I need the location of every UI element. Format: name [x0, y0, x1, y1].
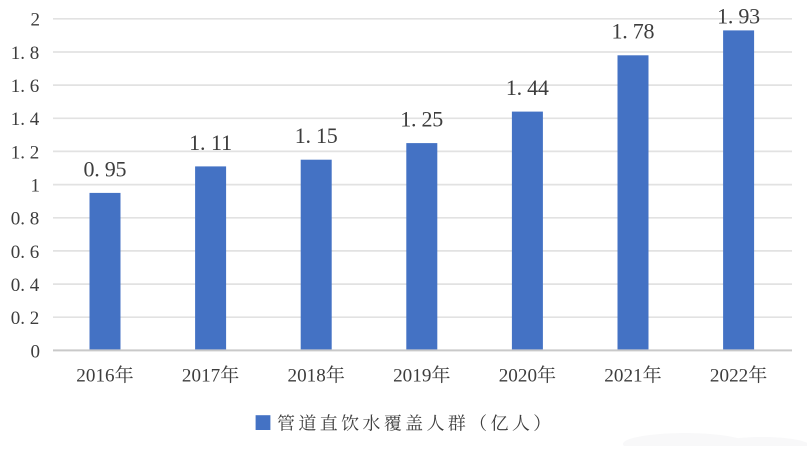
svg-text:1. 44: 1. 44 [506, 75, 549, 100]
svg-text:1. 8: 1. 8 [11, 43, 40, 64]
svg-text:0. 95: 0. 95 [84, 156, 127, 181]
svg-text:1. 6: 1. 6 [11, 76, 40, 97]
svg-text:2020: 2020 [499, 366, 537, 387]
svg-text:2022: 2022 [710, 366, 748, 387]
svg-text:2021: 2021 [604, 366, 642, 387]
svg-text:0. 8: 0. 8 [11, 209, 40, 230]
svg-text:0. 2: 0. 2 [11, 308, 40, 329]
svg-text:2019: 2019 [393, 366, 431, 387]
svg-text:2: 2 [31, 10, 41, 31]
svg-text:1. 93: 1. 93 [717, 3, 760, 28]
svg-text:1. 78: 1. 78 [612, 19, 655, 44]
svg-text:1. 25: 1. 25 [400, 107, 443, 132]
svg-text:0: 0 [31, 341, 41, 362]
svg-text:1. 4: 1. 4 [11, 109, 40, 130]
svg-text:2016: 2016 [76, 366, 114, 387]
svg-text:0. 4: 0. 4 [11, 275, 40, 296]
svg-text:1. 15: 1. 15 [295, 123, 338, 148]
svg-text:2018: 2018 [288, 366, 326, 387]
svg-text:1: 1 [31, 176, 41, 197]
svg-text:2017: 2017 [182, 366, 220, 387]
svg-text:0. 6: 0. 6 [11, 242, 40, 263]
svg-text:1. 11: 1. 11 [189, 130, 232, 155]
svg-text:1. 2: 1. 2 [11, 142, 40, 163]
